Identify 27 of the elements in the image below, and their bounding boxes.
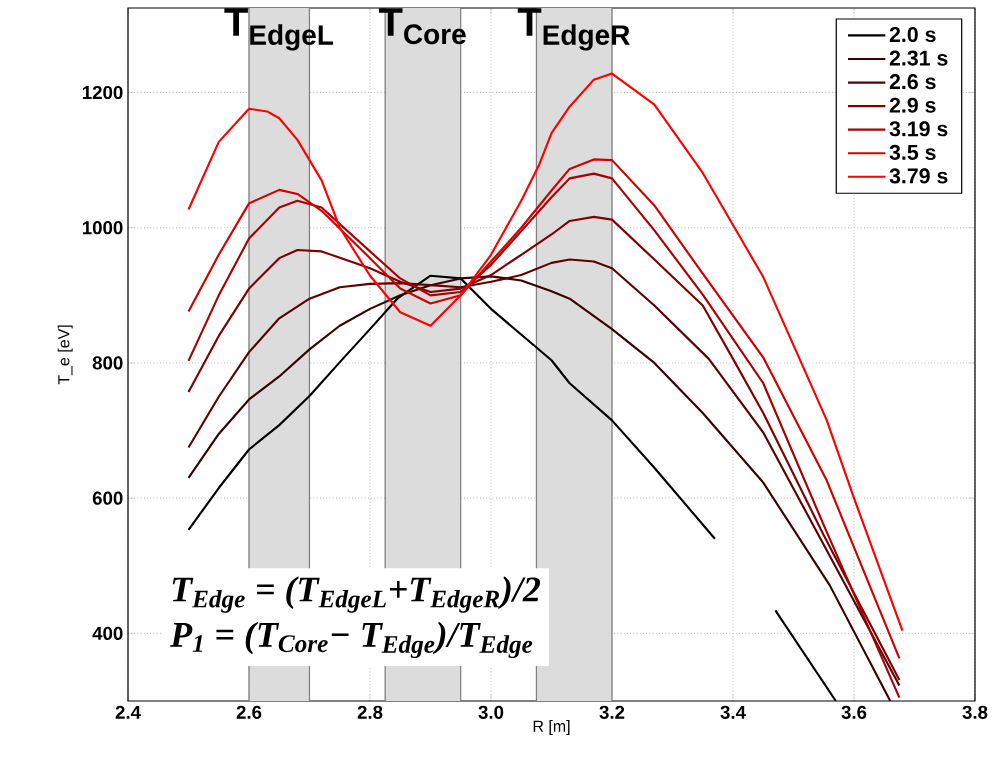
legend-label: 3.79 s xyxy=(889,168,948,184)
y-axis-title: T_e [eV] xyxy=(57,325,73,385)
band-label: T$_{EdgeR}$ xyxy=(517,8,630,51)
legend-label: 3.19 s xyxy=(889,121,948,137)
y-tick-label: 800 xyxy=(92,356,123,370)
x-tick-label: 3.8 xyxy=(962,705,988,719)
x-tick-label: 3.6 xyxy=(841,705,867,719)
y-tick-label: 1200 xyxy=(82,85,123,100)
annotation: T$_{Edge}$ = (T$_{EdgeL}$+T$_{EdgeR}$)/2 xyxy=(172,576,541,613)
y-tick-label: 400 xyxy=(92,626,123,640)
annotation: P$_{1}$ = (T$_{Core}$− T$_{Edge}$)/T$_{Edge}$ xyxy=(170,621,533,659)
legend-label: 2.31 s xyxy=(889,50,948,66)
x-tick-label: 3.0 xyxy=(478,705,504,719)
legend-label: 2.9 s xyxy=(889,97,936,113)
legend-label: 2.0 s xyxy=(889,27,936,43)
x-tick-label: 3.4 xyxy=(720,705,746,719)
x-axis-title: R [m] xyxy=(533,720,570,736)
x-tick-label: 2.4 xyxy=(115,705,141,719)
x-tick-label: 2.8 xyxy=(357,705,383,719)
x-tick-label: 3.2 xyxy=(599,705,625,719)
y-tick-label: 1000 xyxy=(82,221,123,235)
y-tick-label: 600 xyxy=(92,491,123,505)
band-label: T$_{Core}$ xyxy=(378,8,466,45)
band-label: T$_{EdgeL}$ xyxy=(224,8,334,51)
legend-label: 2.6 s xyxy=(889,74,936,90)
legend-label: 3.5 s xyxy=(889,144,936,160)
x-tick-label: 2.6 xyxy=(236,705,262,719)
